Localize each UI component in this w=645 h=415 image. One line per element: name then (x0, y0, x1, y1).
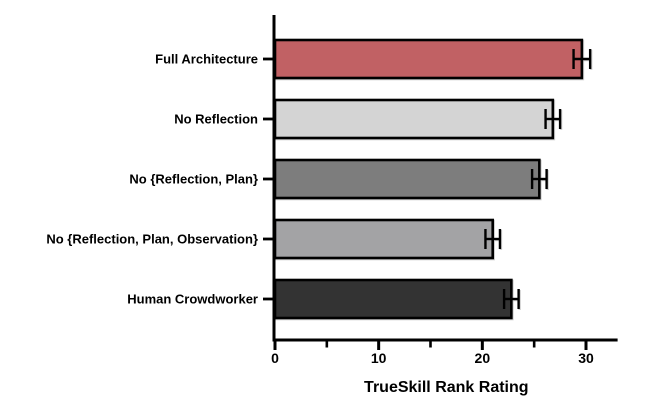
bar-3 (273, 218, 494, 260)
bar-1 (273, 98, 555, 140)
category-label-1: No Reflection (174, 112, 258, 127)
bar-4 (273, 278, 513, 320)
x-tick-label-2: 20 (475, 350, 491, 366)
category-label-3: No {Reflection, Plan, Observation} (46, 232, 258, 247)
x-axis-title: TrueSkill Rank Rating (364, 379, 528, 396)
bars-group (273, 38, 592, 320)
category-label-2: No {Reflection, Plan} (129, 172, 258, 187)
bar-2 (273, 158, 541, 200)
category-label-4: Human Crowdworker (127, 292, 258, 307)
bar-0 (273, 38, 584, 80)
category-label-0: Full Architecture (155, 52, 258, 67)
x-tick-label-3: 30 (578, 350, 594, 366)
x-tick-label-0: 0 (271, 350, 279, 366)
x-tick-label-1: 10 (371, 350, 387, 366)
